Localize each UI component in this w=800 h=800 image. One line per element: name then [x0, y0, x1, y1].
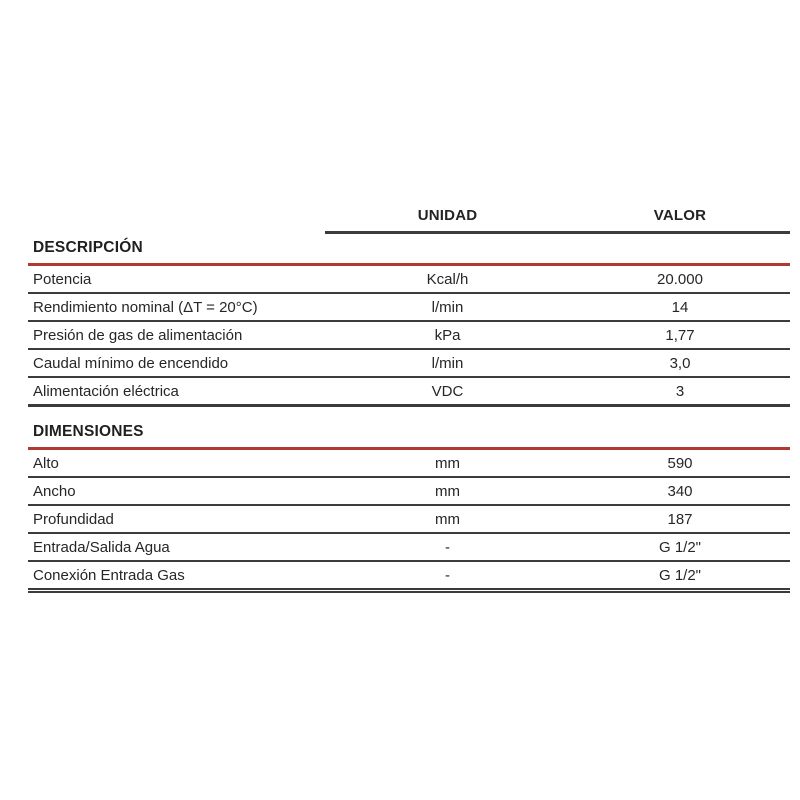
row-unit: Kcal/h [325, 264, 570, 294]
spec-sheet: UNIDAD VALOR DESCRIPCIÓN Potencia Kcal/h… [28, 194, 790, 593]
table-row: Entrada/Salida Agua - G 1/2" [28, 533, 790, 562]
table-row: Caudal mínimo de encendido l/min 3,0 [28, 349, 790, 378]
row-unit: VDC [325, 377, 570, 407]
row-label: Entrada/Salida Agua [28, 533, 325, 562]
row-unit: mm [325, 448, 570, 478]
row-label: Potencia [28, 264, 325, 294]
row-unit: mm [325, 505, 570, 534]
section-header-dimensiones: DIMENSIONES [28, 405, 790, 450]
column-header-empty [28, 194, 325, 233]
row-value: 20.000 [570, 264, 790, 294]
row-unit: l/min [325, 349, 570, 378]
table-row: Potencia Kcal/h 20.000 [28, 264, 790, 294]
row-unit: - [325, 561, 570, 593]
row-value: G 1/2" [570, 561, 790, 593]
section-header-descripcion: DESCRIPCIÓN [28, 232, 790, 266]
table-row: Alimentación eléctrica VDC 3 [28, 377, 790, 407]
row-value: 14 [570, 293, 790, 322]
row-label: Caudal mínimo de encendido [28, 349, 325, 378]
row-unit: - [325, 533, 570, 562]
row-label: Ancho [28, 477, 325, 506]
row-label: Presión de gas de alimentación [28, 321, 325, 350]
row-label: Conexión Entrada Gas [28, 561, 325, 593]
column-header-row: UNIDAD VALOR [28, 194, 790, 234]
row-unit: l/min [325, 293, 570, 322]
row-value: 1,77 [570, 321, 790, 350]
row-unit: kPa [325, 321, 570, 350]
row-label: Alto [28, 448, 325, 478]
table-row: Conexión Entrada Gas - G 1/2" [28, 561, 790, 593]
row-value: 3 [570, 377, 790, 407]
row-label: Profundidad [28, 505, 325, 534]
table-row: Ancho mm 340 [28, 477, 790, 506]
table-row: Presión de gas de alimentación kPa 1,77 [28, 321, 790, 350]
table-row: Alto mm 590 [28, 448, 790, 478]
table-row: Profundidad mm 187 [28, 505, 790, 534]
section-title: DIMENSIONES [28, 405, 790, 450]
row-value: 3,0 [570, 349, 790, 378]
row-value: G 1/2" [570, 533, 790, 562]
row-value: 187 [570, 505, 790, 534]
spec-table: UNIDAD VALOR DESCRIPCIÓN Potencia Kcal/h… [28, 194, 790, 593]
column-header-unidad: UNIDAD [325, 194, 570, 234]
column-header-valor: VALOR [570, 194, 790, 234]
row-unit: mm [325, 477, 570, 506]
row-value: 590 [570, 448, 790, 478]
row-value: 340 [570, 477, 790, 506]
row-label: Rendimiento nominal (ΔT = 20°C) [28, 293, 325, 322]
table-row: Rendimiento nominal (ΔT = 20°C) l/min 14 [28, 293, 790, 322]
row-label: Alimentación eléctrica [28, 377, 325, 407]
section-title: DESCRIPCIÓN [28, 232, 790, 266]
